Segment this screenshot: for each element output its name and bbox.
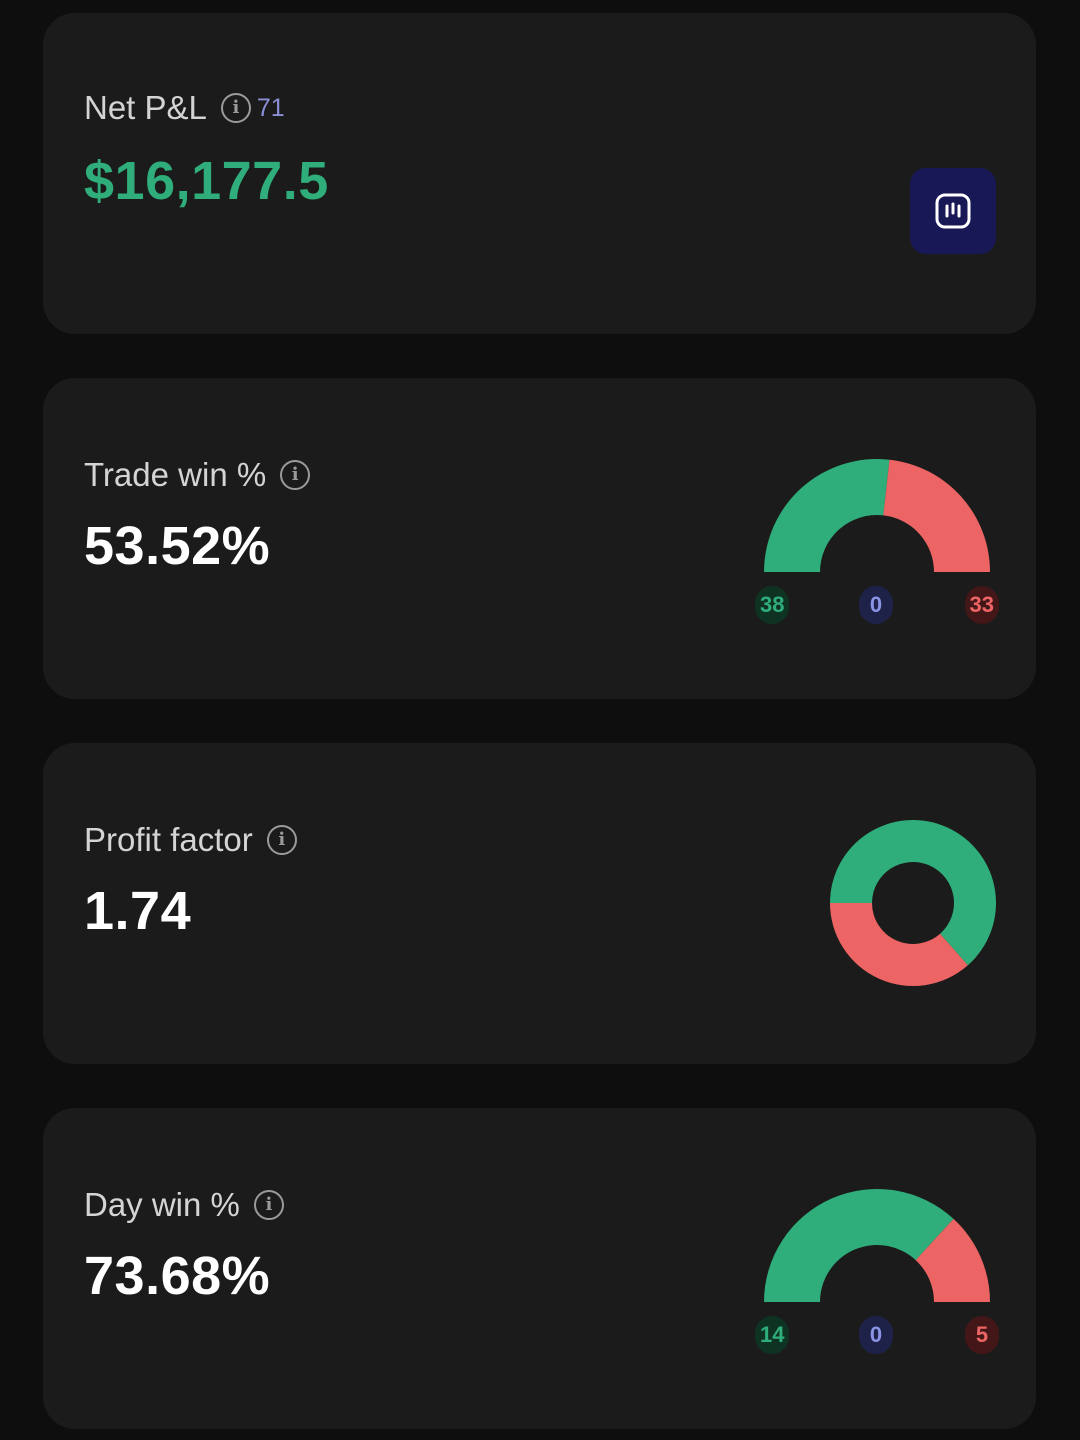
trade-win-losses-segment	[883, 459, 990, 572]
net-pnl-label: Net P&L	[84, 89, 207, 126]
day-win-winning-days-segment	[764, 1189, 954, 1302]
winning-days-count-badge: 14	[755, 1316, 790, 1354]
profit-factor-card: Profit factor i 1.74	[43, 743, 1036, 1064]
day-win-value: 73.68%	[84, 1246, 271, 1306]
trade-win-value: 53.52%	[84, 516, 271, 576]
day-win-losing-days-segment	[915, 1218, 990, 1302]
trade-win-card: Trade win % i 53.52% 38 0 33	[43, 378, 1036, 699]
net-pnl-label-row: Net P&L i 71	[84, 89, 285, 127]
losing-days-count-badge: 5	[965, 1316, 999, 1354]
day-win-legend: 14 0 5	[755, 1316, 999, 1354]
info-icon[interactable]: i	[280, 460, 311, 490]
breakeven-days-count-badge: 0	[859, 1316, 893, 1354]
info-icon[interactable]: i	[266, 825, 297, 855]
profit-factor-label-row: Profit factor i	[84, 821, 297, 859]
profit-factor-label: Profit factor	[84, 821, 253, 858]
trade-win-label-row: Trade win % i	[84, 456, 311, 494]
breakeven-count-badge: 0	[859, 586, 893, 624]
wins-count-badge: 38	[755, 586, 790, 624]
day-win-label-row: Day win % i	[84, 1186, 284, 1224]
net-pnl-card: Net P&L i 71 $16,177.5	[43, 13, 1036, 334]
day-win-card: Day win % i 73.68% 14 0 5	[43, 1108, 1036, 1429]
info-icon[interactable]: i	[220, 93, 251, 123]
day-win-label: Day win %	[84, 1186, 240, 1223]
trade-win-gauge	[764, 459, 990, 572]
trade-win-label: Trade win %	[84, 456, 267, 493]
trade-win-legend: 38 0 33	[755, 586, 999, 624]
profit-factor-gross-loss-segment	[830, 903, 968, 986]
profit-factor-donut	[830, 819, 996, 986]
profit-factor-value: 1.74	[84, 881, 192, 941]
day-win-gauge	[764, 1189, 990, 1302]
net-pnl-value: $16,177.5	[84, 151, 329, 211]
bar-chart-icon	[935, 193, 971, 229]
bar-chart-button[interactable]	[910, 168, 996, 254]
info-icon[interactable]: i	[253, 1190, 284, 1220]
trade-count-badge: 71	[256, 93, 285, 122]
profit-factor-gross-profit-segment	[830, 819, 996, 966]
trade-win-wins-segment	[764, 459, 890, 572]
losses-count-badge: 33	[964, 586, 999, 624]
